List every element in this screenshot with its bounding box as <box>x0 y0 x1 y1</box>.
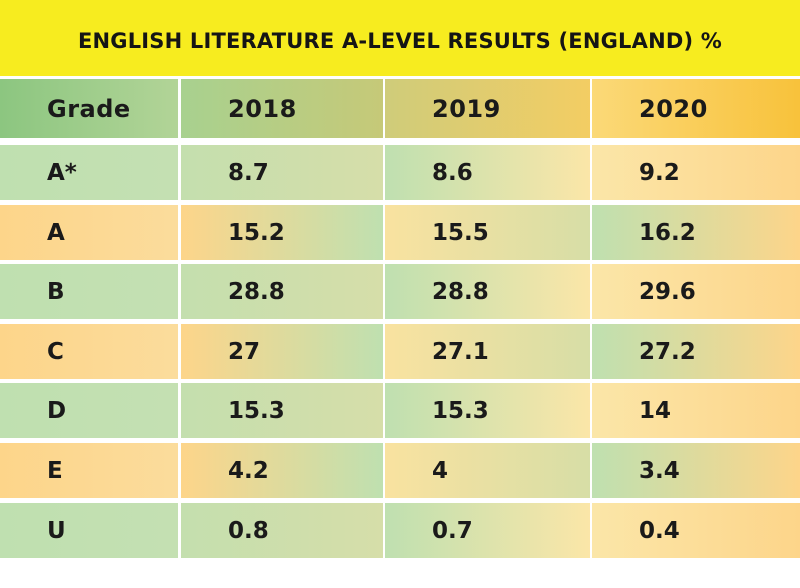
value-cell-2018: 15.2 <box>181 205 383 260</box>
cell-value: 15.3 <box>432 397 489 424</box>
value-cell-2020: 29.6 <box>592 264 800 319</box>
column-header-label: 2019 <box>432 94 501 123</box>
value-cell-2018: 28.8 <box>181 264 383 319</box>
value-cell-2019: 15.5 <box>385 205 590 260</box>
table-title: ENGLISH LITERATURE A-LEVEL RESULTS (ENGL… <box>77 29 723 53</box>
cell-value: 9.2 <box>639 159 680 186</box>
column-header-2019: 2019 <box>385 79 590 138</box>
cell-value: 0.4 <box>639 517 680 544</box>
cell-value: 14 <box>639 397 672 424</box>
cell-value: 15.3 <box>228 397 285 424</box>
cell-value: 15.5 <box>432 219 489 246</box>
cell-value: 16.2 <box>639 219 696 246</box>
cell-value: A* <box>47 159 77 186</box>
cell-value: A <box>47 219 65 246</box>
value-cell-2019: 0.7 <box>385 503 590 558</box>
value-cell-2018: 0.8 <box>181 503 383 558</box>
value-cell-2020: 3.4 <box>592 443 800 498</box>
value-cell-2019: 4 <box>385 443 590 498</box>
grade-cell: A <box>0 205 178 260</box>
column-header-label: Grade <box>47 94 131 123</box>
cell-value: 27.2 <box>639 338 696 365</box>
grade-cell: E <box>0 443 178 498</box>
value-cell-2019: 15.3 <box>385 383 590 438</box>
cell-value: 28.8 <box>432 278 489 305</box>
cell-value: 29.6 <box>639 278 696 305</box>
value-cell-2019: 28.8 <box>385 264 590 319</box>
cell-value: 4.2 <box>228 457 269 484</box>
grade-cell: D <box>0 383 178 438</box>
cell-value: 27.1 <box>432 338 489 365</box>
cell-value: 8.7 <box>228 159 269 186</box>
grade-cell: U <box>0 503 178 558</box>
title-bar: ENGLISH LITERATURE A-LEVEL RESULTS (ENGL… <box>0 0 800 76</box>
cell-value: 0.7 <box>432 517 473 544</box>
value-cell-2019: 27.1 <box>385 324 590 379</box>
results-table: Grade 2018 2019 2020 A* 8.7 8.6 9.2 A 15.2 15.5 16.… <box>0 76 800 588</box>
cell-value: 27 <box>228 338 261 365</box>
column-header-2020: 2020 <box>592 79 800 138</box>
value-cell-2018: 4.2 <box>181 443 383 498</box>
value-cell-2018: 15.3 <box>181 383 383 438</box>
column-header-label: 2018 <box>228 94 297 123</box>
column-header-grade: Grade <box>0 79 178 138</box>
cell-value: 4 <box>432 457 449 484</box>
cell-value: 3.4 <box>639 457 680 484</box>
value-cell-2020: 16.2 <box>592 205 800 260</box>
grade-cell: A* <box>0 145 178 200</box>
cell-value: D <box>47 397 67 424</box>
cell-value: 15.2 <box>228 219 285 246</box>
grade-cell: B <box>0 264 178 319</box>
cell-value: E <box>47 457 63 484</box>
value-cell-2020: 14 <box>592 383 800 438</box>
cell-value: 0.8 <box>228 517 269 544</box>
cell-value: 8.6 <box>432 159 473 186</box>
cell-value: U <box>47 517 66 544</box>
column-header-2018: 2018 <box>181 79 383 138</box>
value-cell-2020: 0.4 <box>592 503 800 558</box>
value-cell-2020: 27.2 <box>592 324 800 379</box>
value-cell-2018: 8.7 <box>181 145 383 200</box>
cell-value: B <box>47 278 65 305</box>
cell-value: 28.8 <box>228 278 285 305</box>
value-cell-2020: 9.2 <box>592 145 800 200</box>
value-cell-2018: 27 <box>181 324 383 379</box>
cell-value: C <box>47 338 64 365</box>
column-header-label: 2020 <box>639 94 708 123</box>
grade-cell: C <box>0 324 178 379</box>
value-cell-2019: 8.6 <box>385 145 590 200</box>
